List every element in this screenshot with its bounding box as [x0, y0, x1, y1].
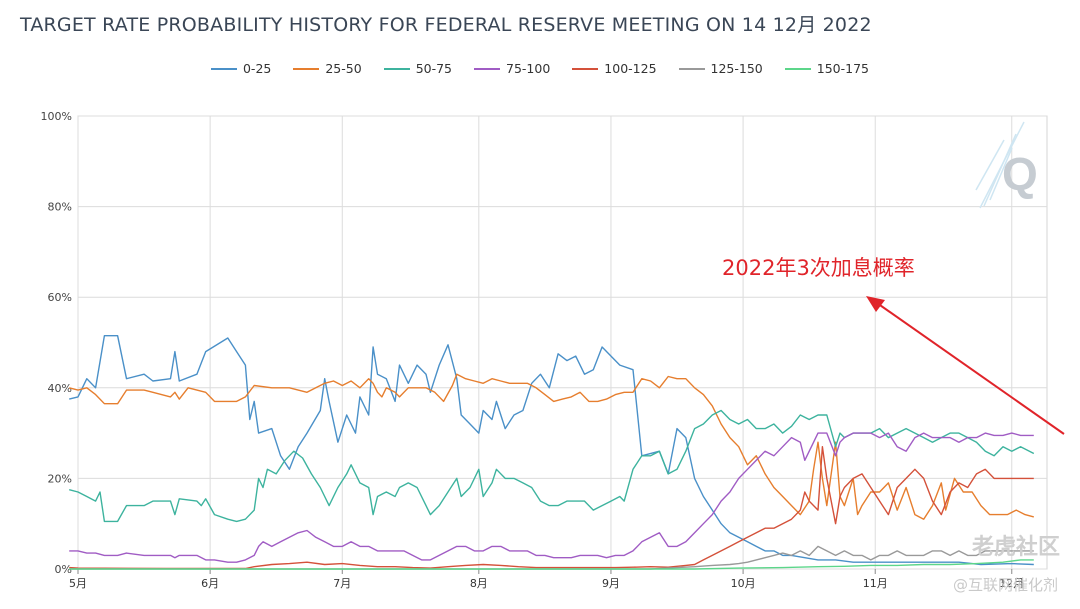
series-line-125-150 [69, 545, 1034, 570]
x-axis-ticks: 5月 6月 7月 8月 9月 10月 11月 12月 [69, 569, 1024, 590]
x-tick-label: 5月 [69, 577, 87, 590]
x-tick-label: 7月 [333, 577, 351, 590]
y-tick-label: 0% [55, 563, 72, 576]
logo-text: Q [1002, 148, 1038, 200]
legend-swatch-125-150 [678, 67, 705, 70]
legend-swatch-150-175 [784, 67, 811, 70]
y-axis-ticks: 0% 20% 40% 60% 80% 100% [41, 110, 72, 576]
legend-label: 150-175 [816, 61, 869, 76]
quandl-logo: Q [975, 121, 1038, 209]
legend-swatch-100-125 [572, 67, 599, 70]
annotation-arrow [866, 296, 1065, 435]
legend-item-75-100[interactable]: 75-100 [474, 61, 550, 76]
x-tick-label: 10月 [731, 577, 756, 590]
series-line-150-175 [69, 559, 1034, 570]
legend-item-125-150[interactable]: 125-150 [678, 61, 763, 76]
y-tick-label: 20% [48, 472, 72, 485]
series-line-0-25 [69, 335, 1034, 566]
legend-swatch-25-50 [293, 67, 320, 70]
legend-item-0-25[interactable]: 0-25 [210, 61, 272, 76]
legend-label: 75-100 [506, 61, 551, 76]
grid-lines [77, 115, 1048, 570]
x-tick-label: 8月 [470, 577, 488, 590]
x-tick-label: 11月 [863, 577, 888, 590]
plot-border [77, 115, 1048, 570]
chart-legend: 0-25 25-50 50-75 75-100 100-125 125-150 … [0, 61, 1080, 76]
legend-item-50-75[interactable]: 50-75 [383, 61, 453, 76]
y-tick-label: 60% [48, 291, 72, 304]
series-line-75-100 [69, 432, 1034, 563]
y-tick-label: 40% [48, 382, 72, 395]
x-tick-label: 12月 [999, 577, 1024, 590]
legend-item-150-175[interactable]: 150-175 [784, 61, 869, 76]
legend-label: 50-75 [415, 61, 453, 76]
legend-label: 125-150 [710, 61, 763, 76]
legend-swatch-0-25 [210, 67, 237, 70]
legend-item-25-50[interactable]: 25-50 [293, 61, 362, 76]
series-lines [69, 335, 1035, 570]
legend-swatch-75-100 [474, 67, 501, 70]
x-tick-label: 6月 [201, 577, 219, 590]
watermark-author: @互联网催化剂 [952, 576, 1058, 594]
series-line-100-125 [69, 446, 1034, 570]
legend-swatch-50-75 [383, 67, 410, 70]
y-tick-label: 100% [41, 110, 72, 123]
x-tick-label: 9月 [602, 577, 620, 590]
legend-label: 0-25 [242, 61, 272, 76]
series-line-25-50 [69, 373, 1034, 520]
legend-item-100-125[interactable]: 100-125 [572, 61, 657, 76]
chart-title: TARGET RATE PROBABILITY HISTORY FOR FEDE… [20, 14, 872, 36]
y-tick-label: 80% [48, 201, 72, 214]
legend-label: 100-125 [604, 61, 657, 76]
watermark-community: 老虎社区 [971, 535, 1060, 560]
legend-label: 25-50 [325, 61, 362, 76]
annotation-text: 2022年3次加息概率 [722, 256, 915, 280]
series-line-50-75 [69, 409, 1035, 523]
logo-streaks-icon [975, 121, 1025, 209]
